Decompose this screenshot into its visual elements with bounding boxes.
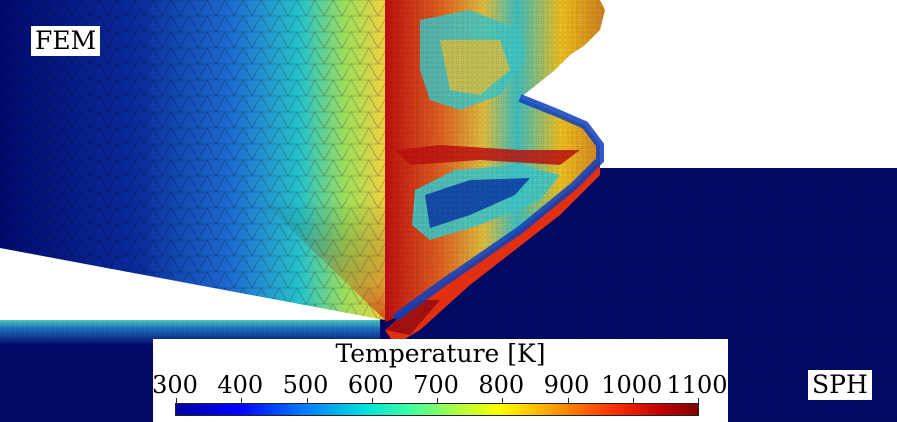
legend-tick-mark — [371, 398, 373, 404]
colorbar — [175, 398, 699, 416]
fem-label: FEM — [31, 26, 101, 56]
legend-tick-label: 800 — [478, 371, 525, 399]
legend-tick-mark — [437, 398, 438, 404]
legend-tick-mark — [241, 398, 243, 404]
legend-tick-label: 1100 — [666, 371, 728, 399]
legend-tick-label: 700 — [413, 371, 459, 399]
legend-tick-label: 900 — [543, 371, 590, 399]
legend-tick-mark — [502, 398, 504, 404]
legend-tick-mark — [632, 398, 634, 404]
legend-tick-mark — [567, 398, 569, 404]
temperature-legend: Temperature [K] 300 400 500 600 700 800 900 100… — [152, 339, 728, 422]
legend-title: Temperature [K] — [335, 339, 546, 368]
legend-tick-labels: 300 400 500 600 700 800 900 1000 1100 — [152, 371, 728, 401]
legend-tick-mark — [176, 398, 177, 404]
legend-tick-label: 600 — [347, 371, 394, 399]
sph-label: SPH — [808, 370, 872, 400]
legend-tick-label: 300 — [152, 371, 198, 399]
legend-tick-mark — [306, 398, 308, 404]
legend-tick-label: 400 — [217, 371, 264, 399]
legend-tick-label: 1000 — [601, 371, 663, 399]
legend-tick-label: 500 — [282, 371, 329, 399]
legend-tick-mark — [698, 398, 699, 404]
